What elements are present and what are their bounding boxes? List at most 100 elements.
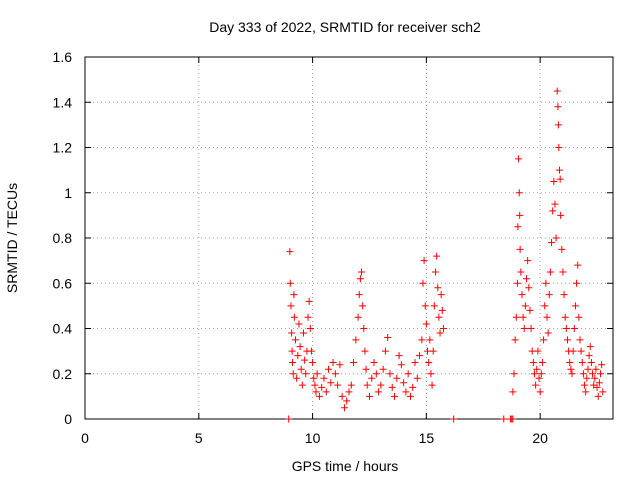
data-point bbox=[309, 358, 317, 366]
data-point bbox=[542, 279, 550, 287]
data-point bbox=[345, 388, 353, 396]
data-point bbox=[557, 211, 565, 219]
data-point bbox=[521, 302, 529, 310]
y-tick-label: 1.6 bbox=[53, 49, 73, 65]
axis-ticks: 0 0.2 0.4 0.6 0.8 1 1.2 1.4 1.6 0 5 10 15 20 bbox=[53, 49, 613, 446]
data-point bbox=[334, 381, 342, 389]
data-point bbox=[578, 358, 586, 366]
y-axis-label: SRMTID / TECUs bbox=[4, 183, 20, 293]
data-point bbox=[516, 245, 524, 253]
data-point bbox=[592, 365, 600, 373]
data-point bbox=[517, 268, 525, 276]
data-point bbox=[318, 383, 326, 391]
data-point bbox=[361, 347, 369, 355]
data-point bbox=[541, 302, 549, 310]
y-tick-label: 1.2 bbox=[53, 140, 73, 156]
data-point bbox=[304, 313, 312, 321]
data-point bbox=[379, 365, 387, 373]
data-point bbox=[587, 358, 595, 366]
data-point bbox=[595, 379, 603, 387]
data-point bbox=[286, 279, 294, 287]
data-point bbox=[290, 291, 298, 299]
data-point bbox=[420, 257, 428, 265]
data-point bbox=[310, 374, 318, 382]
data-point bbox=[298, 381, 306, 389]
data-point bbox=[400, 379, 408, 387]
data-point bbox=[586, 343, 594, 351]
data-point bbox=[359, 302, 367, 310]
data-point bbox=[556, 166, 564, 174]
data-point bbox=[288, 329, 296, 337]
data-point bbox=[425, 358, 433, 366]
data-point bbox=[513, 279, 521, 287]
data-point bbox=[570, 325, 578, 332]
data-point bbox=[567, 365, 575, 373]
data-point bbox=[386, 370, 394, 378]
data-point bbox=[365, 392, 373, 400]
data-point bbox=[322, 388, 330, 396]
data-point bbox=[299, 329, 307, 337]
data-point bbox=[596, 370, 604, 378]
data-point bbox=[532, 381, 540, 389]
data-point bbox=[568, 370, 576, 378]
data-point bbox=[375, 388, 383, 396]
data-point bbox=[561, 313, 569, 321]
data-point bbox=[569, 347, 577, 355]
data-point bbox=[534, 347, 542, 355]
data-point bbox=[520, 325, 528, 332]
data-point bbox=[554, 121, 562, 129]
data-point bbox=[302, 370, 310, 378]
data-point bbox=[325, 365, 333, 373]
data-point bbox=[294, 352, 302, 360]
y-tick-label: 1 bbox=[64, 185, 72, 201]
data-point bbox=[585, 352, 593, 360]
data-point bbox=[307, 347, 315, 355]
data-point bbox=[287, 302, 295, 310]
data-point bbox=[576, 336, 584, 344]
data-point bbox=[529, 358, 537, 366]
data-point bbox=[363, 381, 371, 389]
data-points bbox=[285, 87, 607, 423]
data-point bbox=[548, 239, 556, 247]
data-point bbox=[523, 275, 531, 283]
data-point bbox=[549, 207, 557, 215]
data-point bbox=[598, 361, 606, 369]
y-tick-label: 0.8 bbox=[53, 230, 73, 246]
data-point bbox=[428, 381, 436, 389]
data-point bbox=[546, 268, 554, 276]
data-point bbox=[527, 325, 535, 332]
y-tick-label: 0 bbox=[64, 411, 72, 427]
data-point bbox=[301, 356, 309, 364]
data-point bbox=[450, 415, 458, 423]
data-point bbox=[562, 325, 570, 332]
data-point bbox=[411, 358, 419, 366]
data-point bbox=[574, 261, 582, 269]
data-point bbox=[554, 103, 562, 111]
data-point bbox=[343, 397, 351, 405]
data-point bbox=[286, 248, 294, 256]
data-point bbox=[540, 336, 548, 344]
data-point bbox=[397, 361, 405, 369]
data-point bbox=[434, 284, 442, 292]
data-point bbox=[430, 302, 438, 310]
data-point bbox=[421, 302, 429, 310]
x-tick-label: 15 bbox=[419, 430, 435, 446]
data-point bbox=[402, 388, 410, 396]
data-point bbox=[289, 370, 297, 378]
data-point bbox=[589, 370, 597, 378]
data-point bbox=[297, 365, 305, 373]
data-point bbox=[524, 257, 532, 265]
data-point bbox=[558, 245, 566, 253]
data-point bbox=[599, 388, 607, 396]
data-point bbox=[584, 365, 592, 373]
data-point bbox=[515, 189, 523, 197]
data-point bbox=[409, 383, 417, 391]
data-point bbox=[526, 306, 534, 314]
data-point bbox=[422, 320, 430, 328]
data-point bbox=[518, 291, 526, 299]
data-point bbox=[404, 370, 412, 378]
data-point bbox=[510, 370, 518, 378]
data-point bbox=[360, 325, 368, 332]
data-point bbox=[288, 347, 296, 355]
data-point bbox=[530, 370, 538, 378]
